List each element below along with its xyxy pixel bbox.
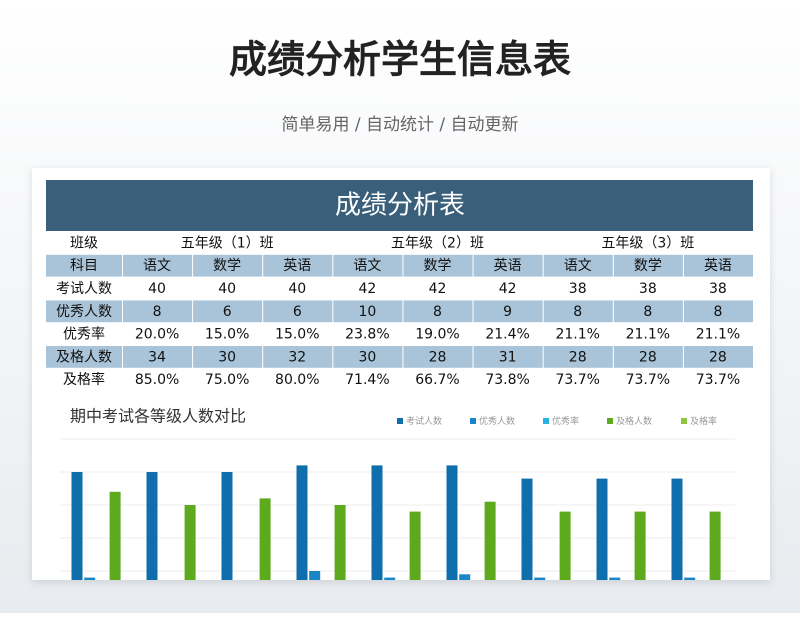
cell: 31 bbox=[499, 349, 517, 365]
cell: 优秀率 bbox=[63, 326, 105, 343]
cell: 班级 bbox=[70, 235, 98, 251]
cell: 英语 bbox=[283, 257, 311, 274]
cell: 40 bbox=[218, 281, 236, 297]
legend-swatch bbox=[543, 418, 549, 424]
cell: 数学 bbox=[213, 258, 241, 274]
cell: 8 bbox=[433, 304, 442, 320]
cell: 21.1% bbox=[626, 327, 670, 343]
cell: 66.7% bbox=[415, 372, 459, 388]
cell: 73.7% bbox=[696, 372, 740, 388]
cell: 语文 bbox=[353, 258, 381, 274]
cell: 数学 bbox=[424, 258, 452, 274]
cell: 语文 bbox=[564, 258, 592, 274]
cell: 42 bbox=[499, 281, 517, 297]
cell: 71.4% bbox=[345, 372, 389, 388]
cell: 42 bbox=[358, 281, 376, 297]
cell: 38 bbox=[639, 281, 657, 297]
cell: 32 bbox=[288, 349, 306, 365]
cell: 科目 bbox=[70, 258, 98, 274]
cell: 23.8% bbox=[345, 327, 389, 343]
cell: 20.0% bbox=[135, 327, 179, 343]
page-title: 成绩分析学生信息表 bbox=[229, 38, 571, 82]
cell: 及格率 bbox=[63, 371, 105, 388]
cell: 9 bbox=[503, 304, 512, 320]
legend-swatch bbox=[397, 418, 403, 424]
cell: 42 bbox=[429, 281, 447, 297]
cell: 8 bbox=[643, 304, 652, 320]
cell: 8 bbox=[713, 304, 722, 320]
cell: 21.4% bbox=[485, 327, 529, 343]
cell: 21.1% bbox=[555, 327, 599, 343]
cell: 6 bbox=[223, 304, 232, 320]
cell: 10 bbox=[358, 304, 376, 320]
cell: 19.0% bbox=[415, 327, 459, 343]
cell: 73.8% bbox=[485, 372, 529, 388]
legend-swatch bbox=[607, 418, 613, 424]
cell: 80.0% bbox=[275, 372, 319, 388]
cell: 及格人数 bbox=[56, 349, 112, 365]
legend-label: 及格率 bbox=[690, 415, 717, 427]
table: 班级 五年级（1）班 五年级（2）班 五年级（3）班科目 语文 数学 英语 语文 数学 英语 语文 数… bbox=[46, 235, 753, 388]
cell: 28 bbox=[429, 349, 447, 365]
cell: 数学 bbox=[634, 258, 662, 274]
legend-swatch bbox=[470, 418, 476, 424]
cell: 73.7% bbox=[626, 372, 670, 388]
legend-label: 优秀人数 bbox=[479, 415, 515, 427]
cell: 75.0% bbox=[205, 372, 249, 388]
cell: 语文 bbox=[143, 258, 171, 274]
cell: 考试人数 bbox=[56, 281, 112, 297]
cell: 73.7% bbox=[555, 372, 599, 388]
cell: 15.0% bbox=[275, 327, 319, 343]
legend-label: 优秀率 bbox=[552, 415, 579, 427]
cell: 30 bbox=[358, 349, 376, 365]
cell: 28 bbox=[639, 349, 657, 365]
cell: 8 bbox=[153, 304, 162, 320]
cell: 英语 bbox=[494, 257, 522, 274]
cell: 40 bbox=[148, 281, 166, 297]
class-header: 五年级（3）班 bbox=[601, 235, 694, 251]
legend-label: 考试人数 bbox=[406, 415, 442, 427]
cell: 34 bbox=[148, 349, 166, 365]
cell: 优秀人数 bbox=[56, 304, 112, 320]
table-title: 成绩分析表 bbox=[335, 191, 465, 221]
cell: 28 bbox=[709, 349, 727, 365]
cell: 15.0% bbox=[205, 327, 249, 343]
class-header: 五年级（2）班 bbox=[391, 235, 484, 251]
cell: 6 bbox=[293, 304, 302, 320]
legend-swatch bbox=[681, 418, 687, 424]
page-subtitle: 简单易用 / 自动统计 / 自动更新 bbox=[281, 115, 518, 135]
cell: 40 bbox=[288, 281, 306, 297]
cell: 英语 bbox=[704, 257, 732, 274]
cell: 38 bbox=[569, 281, 587, 297]
cell: 38 bbox=[709, 281, 727, 297]
class-header: 五年级（1）班 bbox=[181, 235, 274, 251]
legend-label: 及格人数 bbox=[616, 415, 652, 427]
cell: 21.1% bbox=[696, 327, 740, 343]
cell: 28 bbox=[569, 349, 587, 365]
cell: 85.0% bbox=[135, 372, 179, 388]
cell: 8 bbox=[573, 304, 582, 320]
cell: 30 bbox=[218, 349, 236, 365]
chart-title: 期中考试各等级人数对比 bbox=[70, 407, 246, 426]
